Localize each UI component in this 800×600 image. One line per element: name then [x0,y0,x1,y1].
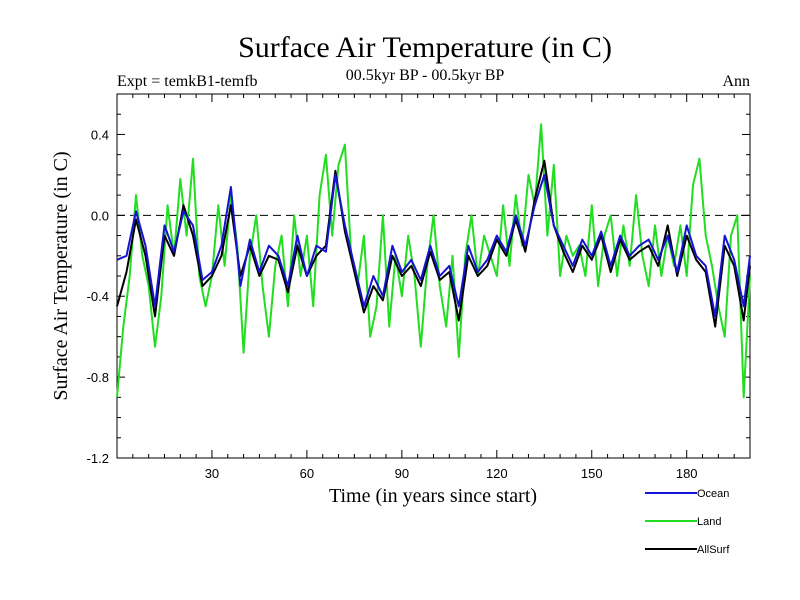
y-axis-label: Surface Air Temperature (in C) [50,151,72,400]
x-tick-label: 90 [395,466,409,481]
chart-subtitle: 00.5kyr BP - 00.5kyr BP [346,67,505,84]
x-axis-label: Time (in years since start) [329,485,537,507]
legend: Ocean Land AllSurf [645,488,730,556]
y-tick-label: 0.0 [91,208,109,223]
y-axis-ticks: 0.4 0.0 -0.4 -0.8 -1.2 [87,93,750,466]
legend-label-land: Land [697,516,721,528]
x-tick-label: 120 [486,466,508,481]
legend-label-ocean: Ocean [697,488,729,500]
experiment-label: Expt = temkB1-temfb [117,73,258,90]
series-line-allsurf [116,159,751,328]
y-tick-label: -0.8 [87,370,109,385]
x-tick-label: 180 [676,466,698,481]
x-tick-label: 30 [205,466,219,481]
y-tick-label: 0.4 [91,127,109,142]
series-line-ocean [116,173,751,318]
legend-label-allsurf: AllSurf [697,544,730,556]
x-axis-ticks: 30 60 90 120 150 180 [132,94,735,481]
x-tick-label: 60 [300,466,314,481]
chart-title: Surface Air Temperature (in C) [238,31,612,64]
y-tick-label: -0.4 [87,289,109,304]
season-label: Ann [722,73,750,90]
series-layer [116,123,751,399]
y-tick-label: -1.2 [87,451,109,466]
x-tick-label: 150 [581,466,603,481]
